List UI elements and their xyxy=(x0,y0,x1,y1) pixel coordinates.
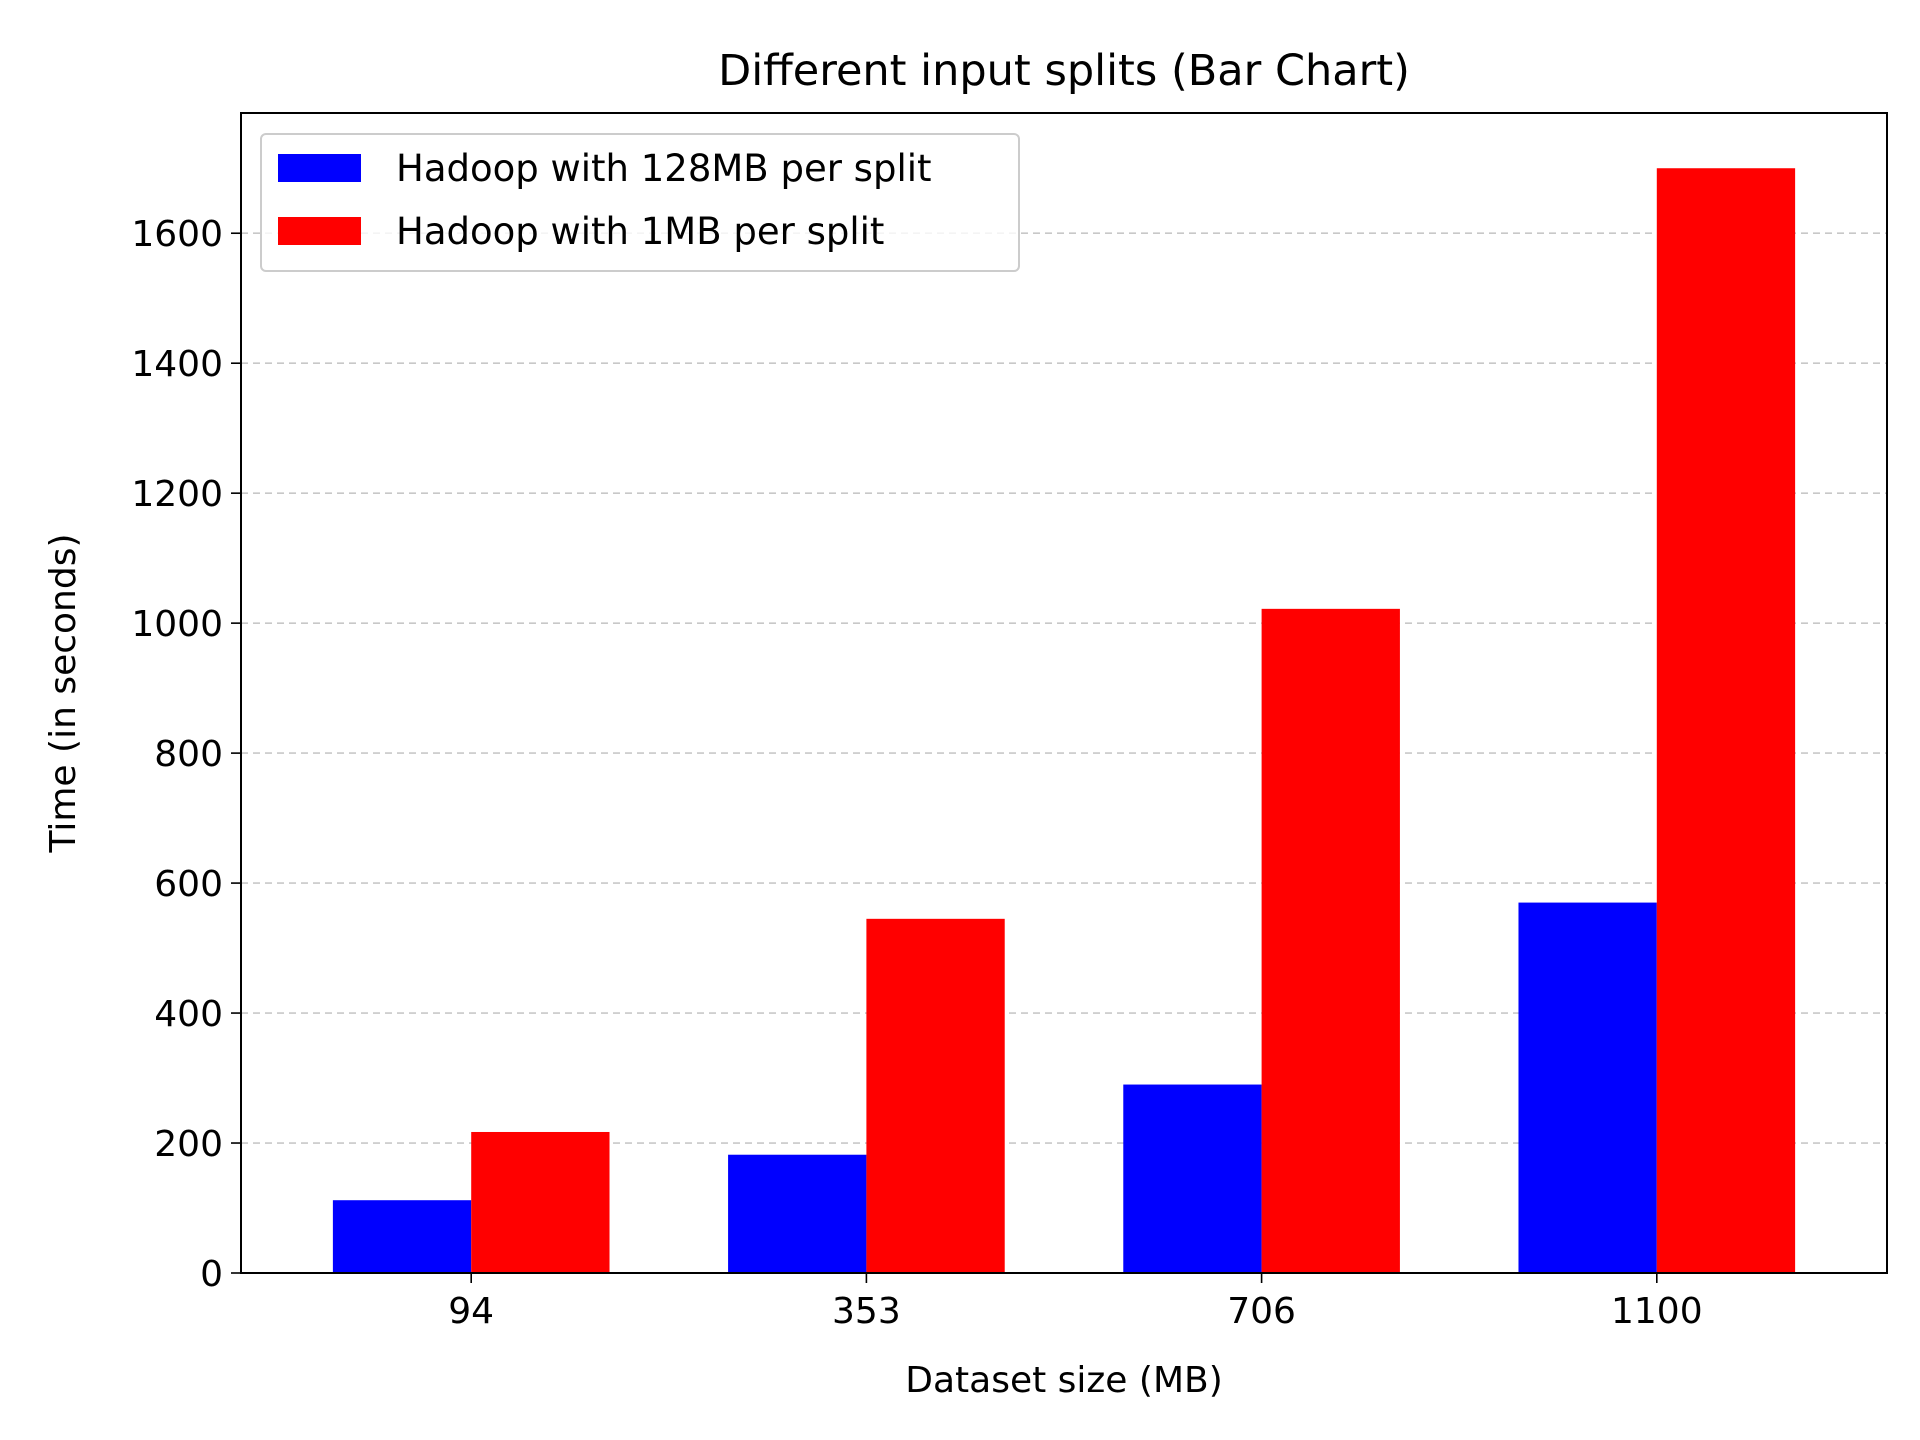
plot-frame xyxy=(240,112,1888,1274)
legend-swatch-series-0 xyxy=(278,154,361,182)
y-tick-label: 1200 xyxy=(131,474,223,515)
x-tick-label: 353 xyxy=(832,1291,901,1332)
bar-series-1-cat-3 xyxy=(1656,168,1796,1274)
bar-series-0-cat-1 xyxy=(728,1154,867,1273)
bar-series-1-cat-1 xyxy=(866,918,1005,1273)
y-tick-label: 1600 xyxy=(131,214,223,255)
y-tick-label: 200 xyxy=(154,1124,223,1165)
y-tick-label: 1400 xyxy=(131,344,223,385)
bars xyxy=(332,168,1796,1274)
bar-series-0-cat-0 xyxy=(332,1200,472,1273)
y-tick-label: 1000 xyxy=(131,604,223,645)
y-axis-label: Time (in seconds) xyxy=(43,533,84,853)
legend-swatch-series-1 xyxy=(278,217,361,245)
bar-series-0-cat-3 xyxy=(1518,902,1657,1273)
y-axis-ticks: 0 200 400 600 800 1000 1200 1400 1600 xyxy=(131,214,241,1295)
x-axis-ticks: 94 353 706 1100 xyxy=(448,1273,1703,1332)
x-axis-label: Dataset size (MB) xyxy=(905,1360,1223,1401)
bar-series-0-cat-2 xyxy=(1123,1084,1262,1273)
chart-title: Different input splits (Bar Chart) xyxy=(718,46,1410,96)
bar-series-1-cat-0 xyxy=(471,1131,610,1273)
y-tick-label: 400 xyxy=(154,994,223,1035)
legend-label-series-1: Hadoop with 1MB per split xyxy=(396,210,884,253)
y-tick-label: 600 xyxy=(154,864,223,905)
x-tick-label: 1100 xyxy=(1611,1291,1703,1332)
x-tick-label: 94 xyxy=(448,1291,494,1332)
legend-box xyxy=(260,133,1020,272)
legend-label-series-0: Hadoop with 128MB per split xyxy=(396,147,932,190)
bar-series-1-cat-2 xyxy=(1261,608,1400,1273)
y-tick-label: 800 xyxy=(154,734,223,775)
y-tick-label: 0 xyxy=(200,1254,223,1295)
legend: Hadoop with 128MB per split Hadoop with … xyxy=(260,133,1020,272)
x-tick-label: 706 xyxy=(1227,1291,1296,1332)
